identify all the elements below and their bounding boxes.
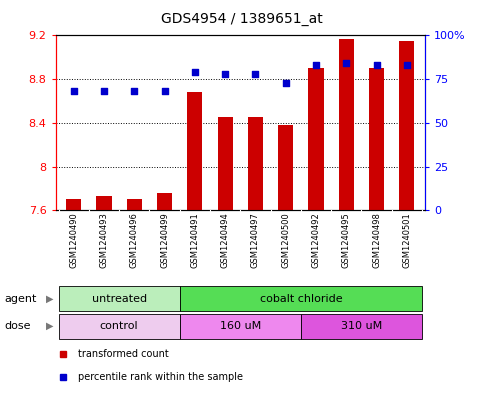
Point [252,71,259,77]
Text: GSM1240500: GSM1240500 [281,213,290,268]
Bar [339,39,354,210]
Text: GSM1240492: GSM1240492 [312,213,321,268]
Text: GSM1240495: GSM1240495 [342,213,351,268]
Point [373,62,381,68]
Point [342,60,350,66]
Point [100,88,108,94]
Text: GDS4954 / 1389651_at: GDS4954 / 1389651_at [161,12,322,26]
Bar [301,314,422,339]
Text: dose: dose [5,321,31,331]
Point [130,88,138,94]
Point [282,79,290,86]
Point [70,88,78,94]
Text: control: control [100,321,139,331]
Text: 310 uM: 310 uM [341,321,382,331]
Bar [157,193,172,210]
Text: cobalt chloride: cobalt chloride [259,294,342,304]
Bar [180,314,301,339]
Bar [309,68,324,210]
Point [161,88,169,94]
Bar [97,196,112,210]
Text: GSM1240491: GSM1240491 [190,213,199,268]
Text: GSM1240494: GSM1240494 [221,213,229,268]
Bar [58,314,180,339]
Bar [217,118,233,210]
Point [221,71,229,77]
Text: GSM1240496: GSM1240496 [130,213,139,268]
Text: agent: agent [5,294,37,304]
Text: GSM1240498: GSM1240498 [372,213,381,268]
Text: GSM1240490: GSM1240490 [69,213,78,268]
Point [403,62,411,68]
Text: untreated: untreated [92,294,147,304]
Point [191,69,199,75]
Text: ▶: ▶ [45,321,53,331]
Bar [399,41,414,210]
Bar [180,286,422,311]
Text: 160 uM: 160 uM [220,321,261,331]
Text: transformed count: transformed count [78,349,169,359]
Bar [58,286,180,311]
Bar [248,118,263,210]
Bar [127,199,142,210]
Bar [66,199,81,210]
Text: ▶: ▶ [45,294,53,304]
Text: GSM1240499: GSM1240499 [160,213,169,268]
Point [312,62,320,68]
Text: GSM1240501: GSM1240501 [402,213,412,268]
Text: percentile rank within the sample: percentile rank within the sample [78,372,243,382]
Bar [369,68,384,210]
Text: GSM1240493: GSM1240493 [99,213,109,268]
Text: GSM1240497: GSM1240497 [251,213,260,268]
Bar [278,125,293,210]
Bar [187,92,202,210]
